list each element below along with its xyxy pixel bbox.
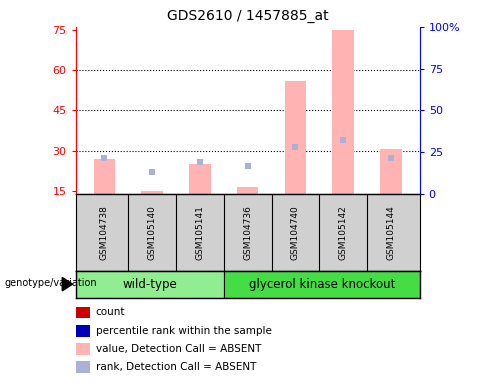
Bar: [224, 271, 420, 298]
Text: GSM104740: GSM104740: [291, 205, 300, 260]
Text: percentile rank within the sample: percentile rank within the sample: [96, 326, 271, 336]
Text: GSM104736: GSM104736: [243, 205, 252, 260]
Text: GSM105140: GSM105140: [147, 205, 157, 260]
Text: GSM104738: GSM104738: [100, 205, 109, 260]
Title: GDS2610 / 1457885_at: GDS2610 / 1457885_at: [167, 9, 328, 23]
Bar: [76, 307, 90, 318]
Bar: [94, 159, 115, 194]
Text: rank, Detection Call = ABSENT: rank, Detection Call = ABSENT: [96, 362, 256, 372]
Bar: [332, 30, 354, 194]
Bar: [285, 81, 306, 194]
Text: count: count: [96, 308, 125, 318]
Bar: [380, 149, 402, 194]
Text: value, Detection Call = ABSENT: value, Detection Call = ABSENT: [96, 344, 261, 354]
Text: wild-type: wild-type: [122, 278, 177, 291]
Text: glycerol kinase knockout: glycerol kinase knockout: [248, 278, 395, 291]
Bar: [237, 187, 259, 194]
Text: GSM105141: GSM105141: [195, 205, 204, 260]
Text: GSM105144: GSM105144: [386, 205, 395, 260]
Text: genotype/variation: genotype/variation: [5, 278, 98, 288]
Bar: [76, 361, 90, 373]
Bar: [142, 191, 163, 194]
Bar: [76, 343, 90, 355]
Bar: [76, 325, 90, 336]
Polygon shape: [62, 277, 73, 291]
Bar: [76, 271, 224, 298]
Bar: [189, 164, 211, 194]
Text: GSM105142: GSM105142: [339, 205, 348, 260]
